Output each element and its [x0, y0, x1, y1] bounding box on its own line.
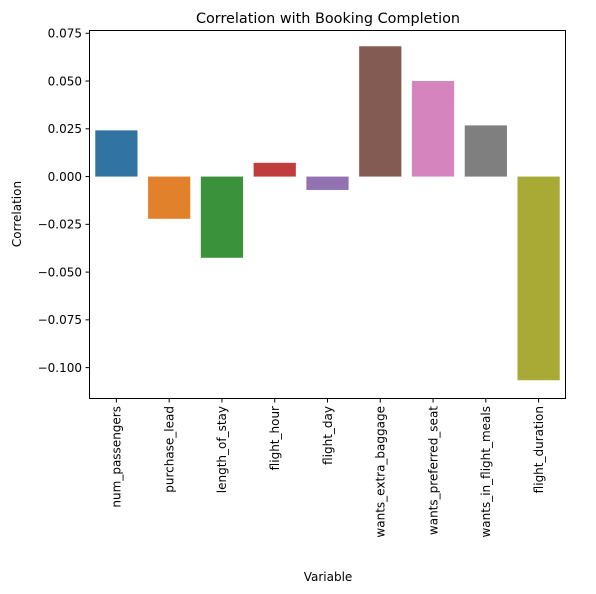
y-tick-label: −0.100 [38, 361, 82, 375]
bar-wants_preferred_seat [411, 81, 455, 177]
x-tick-label: wants_extra_baggage [374, 406, 388, 538]
x-tick-label: num_passengers [110, 406, 124, 508]
x-tick-label: wants_preferred_seat [426, 406, 440, 535]
y-tick-label: −0.025 [38, 218, 82, 232]
y-tick-label: 0.000 [48, 170, 82, 184]
bar-num_passengers [95, 130, 138, 177]
y-tick-label: −0.075 [38, 313, 82, 327]
x-axis-title: Variable [304, 570, 353, 584]
x-tick-label: flight_hour [268, 406, 282, 470]
bar-flight_hour [253, 162, 296, 177]
x-tick-label: flight_day [321, 406, 335, 465]
y-tick-label: 0.075 [48, 27, 82, 41]
x-tick-label: length_of_stay [215, 406, 229, 493]
y-axis-title: Correlation [10, 181, 24, 247]
y-tick-label: 0.025 [48, 122, 82, 136]
x-tick-label: flight_duration [532, 406, 546, 493]
y-axis: 0.075 0.050 0.025 0.000 −0.025 −0.050 −0.075 −0… [38, 27, 90, 375]
bars-layer [95, 46, 560, 381]
bar-purchase_lead [148, 176, 191, 219]
x-tick-label: wants_in_flight_meals [479, 406, 493, 538]
bar-flight_duration [517, 176, 560, 381]
bar-wants_in_flight_meals [464, 125, 507, 177]
bar-wants_extra_baggage [359, 46, 402, 177]
plot-frame [89, 30, 566, 399]
y-tick-label: −0.050 [38, 265, 82, 279]
bar-flight_day [306, 176, 349, 190]
y-tick-label: 0.050 [48, 74, 82, 88]
x-axis: num_passengers purchase_lead length_of_sta… [110, 398, 546, 538]
chart-title: Correlation with Booking Completion [196, 11, 460, 27]
x-tick-label: purchase_lead [162, 406, 176, 493]
bar-length_of_stay [200, 176, 244, 258]
